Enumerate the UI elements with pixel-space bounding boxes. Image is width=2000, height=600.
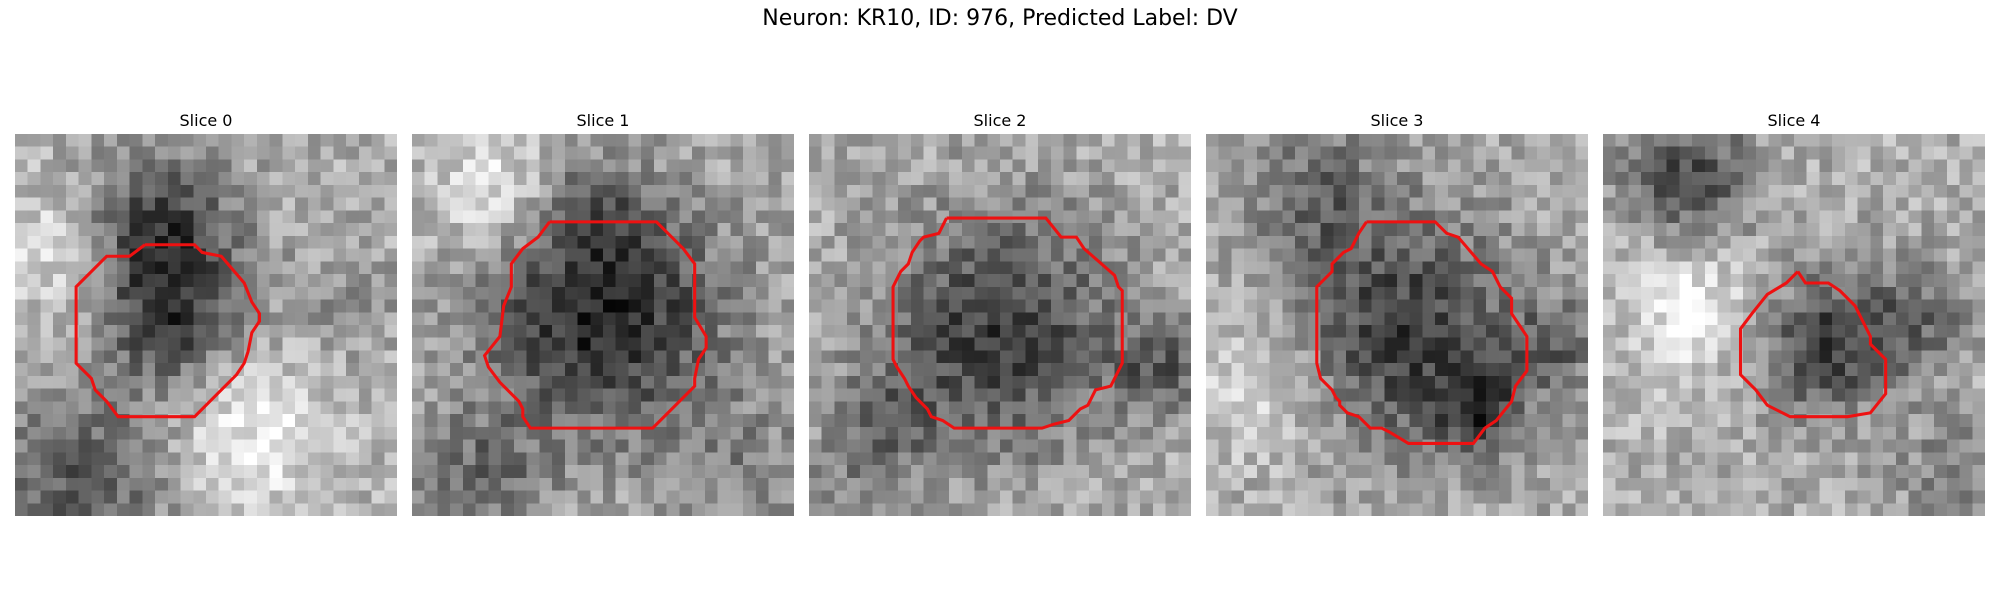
slice-panel-3: Slice 3 xyxy=(1206,110,1588,516)
slice-image xyxy=(809,134,1191,516)
slice-panel-0: Slice 0 xyxy=(15,110,397,516)
slice-image xyxy=(1603,134,1985,516)
slice-image xyxy=(15,134,397,516)
roi-contour-overlay xyxy=(482,220,708,430)
slice-panel-2: Slice 2 xyxy=(809,110,1191,516)
figure-title: Neuron: KR10, ID: 976, Predicted Label: … xyxy=(762,6,1238,31)
roi-contour xyxy=(482,220,708,430)
roi-contour-overlay xyxy=(1738,270,1888,419)
roi-contour-overlay xyxy=(74,243,262,419)
roi-contour xyxy=(1315,220,1529,445)
slice-panel-4: Slice 4 xyxy=(1603,110,1985,516)
roi-contour xyxy=(1738,270,1888,419)
roi-contour-overlay xyxy=(891,216,1124,430)
slice-image xyxy=(1206,134,1588,516)
slice-title: Slice 2 xyxy=(973,111,1027,130)
slice-image xyxy=(412,134,794,516)
roi-contour-overlay xyxy=(1315,220,1529,445)
roi-contour xyxy=(891,216,1124,430)
slice-title: Slice 4 xyxy=(1767,111,1821,130)
microscopy-image xyxy=(15,134,397,516)
microscopy-image xyxy=(1603,134,1985,516)
microscopy-image xyxy=(809,134,1191,516)
microscopy-image xyxy=(412,134,794,516)
roi-contour xyxy=(74,243,262,419)
slice-title: Slice 1 xyxy=(576,111,630,130)
microscopy-image xyxy=(1206,134,1588,516)
slice-title: Slice 3 xyxy=(1370,111,1424,130)
slice-title: Slice 0 xyxy=(179,111,233,130)
slice-panel-1: Slice 1 xyxy=(412,110,794,516)
